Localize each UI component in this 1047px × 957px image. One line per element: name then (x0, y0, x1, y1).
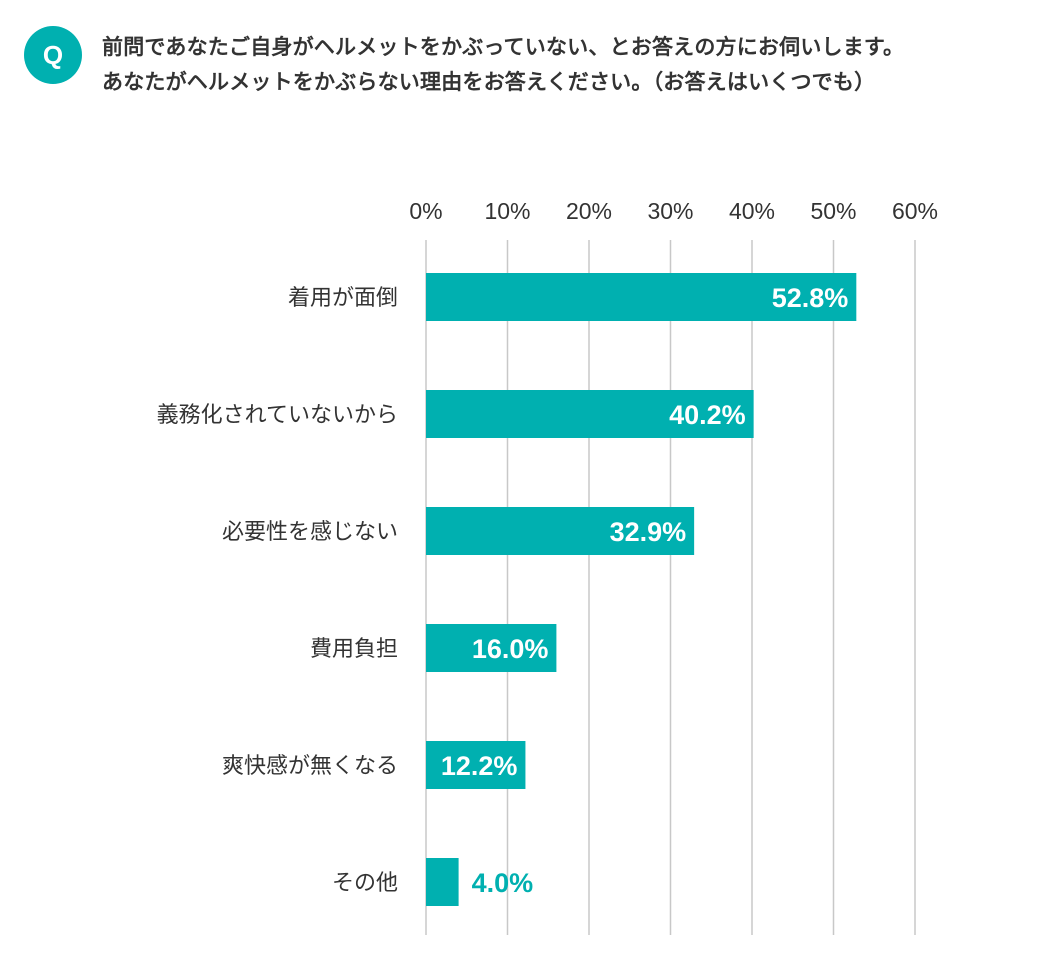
bar (426, 858, 459, 906)
value-label: 40.2% (669, 400, 746, 430)
category-label: 費用負担 (310, 637, 398, 662)
x-tick-label: 20% (566, 198, 612, 224)
category-label: その他 (332, 871, 398, 896)
value-label: 32.9% (610, 517, 687, 547)
bars (426, 273, 857, 906)
value-label: 16.0% (472, 634, 549, 664)
bar (426, 390, 754, 438)
value-label: 4.0% (472, 868, 534, 898)
x-tick-label: 10% (484, 198, 530, 224)
question-text: 前問であなたご自身がヘルメットをかぶっていない、とお答えの方にお伺いします。 あ… (102, 30, 1037, 100)
category-label: 爽快感が無くなる (222, 754, 398, 779)
x-tick-label: 50% (810, 198, 856, 224)
question-badge-label: Q (42, 39, 64, 70)
question-badge: Q (24, 26, 82, 84)
bar (426, 507, 695, 555)
value-label: 12.2% (441, 751, 518, 781)
gridlines (425, 240, 916, 935)
bar (426, 741, 526, 789)
category-label: 義務化されていないから (157, 403, 398, 428)
x-tick-label: 60% (892, 198, 938, 224)
category-label: 必要性を感じない (222, 520, 398, 545)
x-axis-ticks: 0% 10% 20% 30% 40% 50% 60% (409, 198, 938, 224)
question-line-2: あなたがヘルメットをかぶらない理由をお答えください。（お答えはいくつでも） (102, 70, 876, 94)
bar (426, 624, 557, 672)
x-tick-label: 40% (729, 198, 775, 224)
category-label: 着用が面倒 (288, 286, 398, 311)
question-line-1: 前問であなたご自身がヘルメットをかぶっていない、とお答えの方にお伺いします。 (102, 35, 905, 59)
x-tick-label: 30% (647, 198, 693, 224)
value-labels: 52.8% 40.2% 32.9% 16.0% 12.2% 4.0% (441, 283, 848, 898)
x-tick-label: 0% (409, 198, 442, 224)
bar (426, 273, 857, 321)
value-label: 52.8% (772, 283, 849, 313)
